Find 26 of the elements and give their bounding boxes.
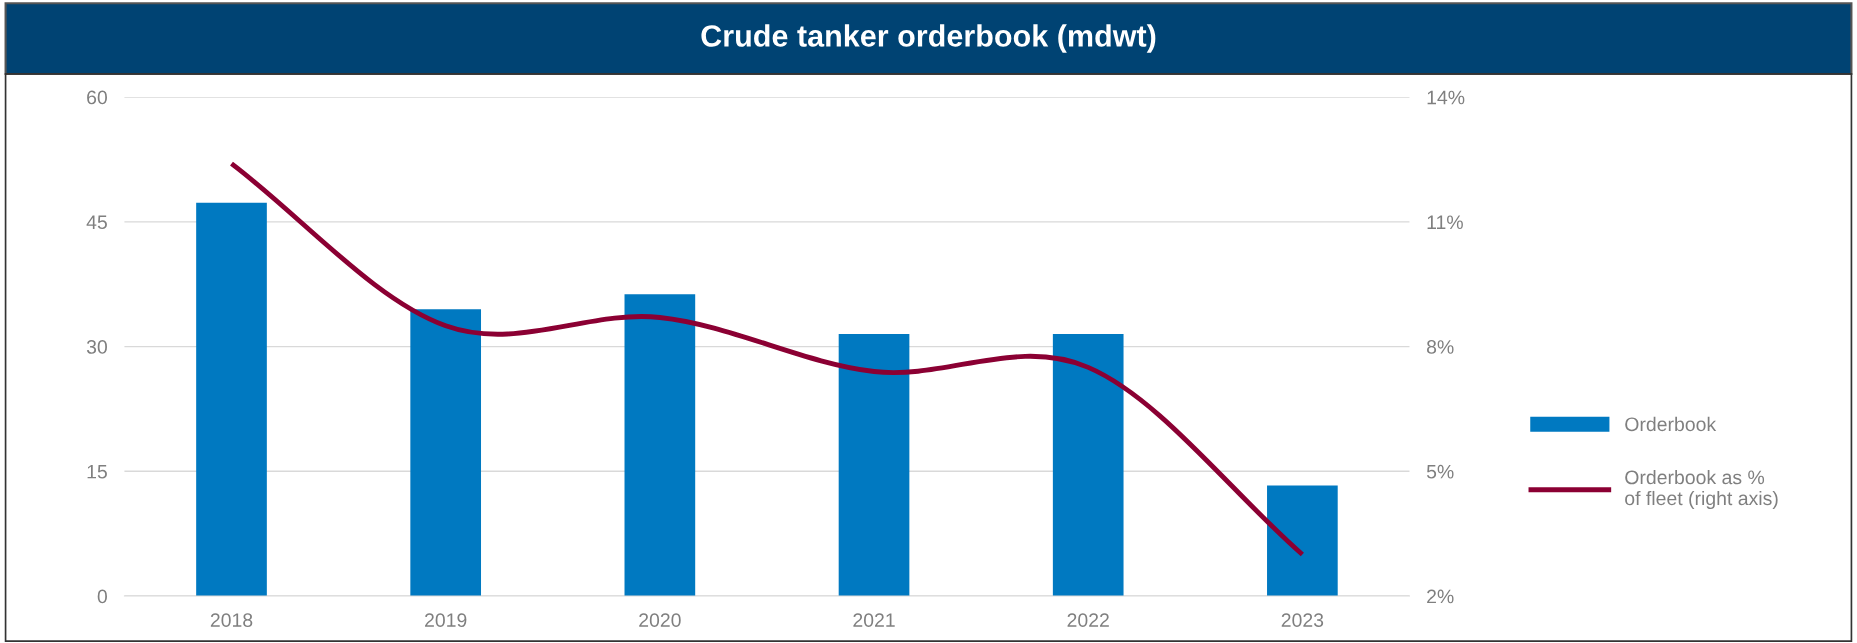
y-tick-label: 15 (87, 464, 107, 479)
bar (196, 202, 267, 597)
legend-label: Orderbook as % of fleet (right axis) (1625, 469, 1778, 510)
x-tick-label: 2023 (1281, 613, 1324, 628)
bar (838, 334, 910, 597)
y2-tick-label: 11% (1427, 215, 1463, 229)
y-tick-label: 60 (87, 90, 107, 105)
x-tick-label: 2021 (853, 613, 895, 628)
chart-title: Crude tanker orderbook (mdwt) (701, 24, 1156, 53)
legend-label: Orderbook (1625, 416, 1717, 432)
x-tick-label: 2019 (425, 613, 467, 628)
y2-tick-label: 5% (1426, 464, 1454, 479)
bar (1267, 485, 1338, 597)
y2-tick-label: 8% (1426, 340, 1454, 354)
x-tick-label: 2020 (639, 613, 681, 628)
y2-tick-label: 14% (1427, 90, 1465, 105)
line-series (229, 161, 1305, 557)
x-tick-label: 2018 (210, 613, 253, 628)
y2-tick-label: 2% (1427, 589, 1454, 604)
y-tick-label: 0 (97, 589, 107, 604)
y-tick-label: 30 (86, 340, 107, 354)
bar (1052, 334, 1124, 597)
y-tick-label: 45 (86, 215, 107, 230)
bar (624, 294, 696, 597)
bar (410, 309, 482, 597)
x-tick-label: 2022 (1067, 613, 1109, 628)
